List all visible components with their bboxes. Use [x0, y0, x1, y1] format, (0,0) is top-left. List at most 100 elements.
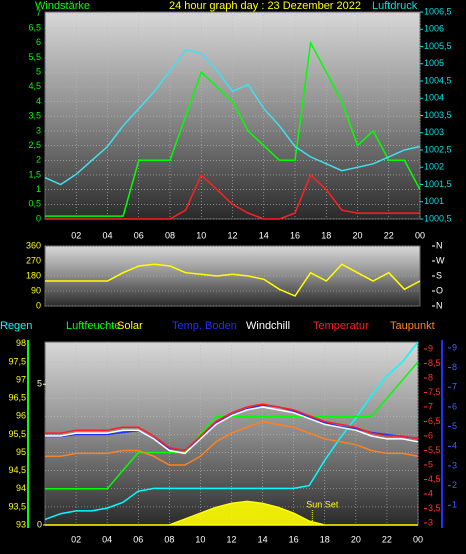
y-tick-label: 0,5	[28, 199, 41, 209]
y-tick-label: 360	[26, 240, 41, 250]
y2-tick-label: 4,5	[428, 474, 441, 484]
line	[45, 403, 419, 452]
y3-tick-label: 7	[452, 382, 457, 392]
line	[44, 49, 421, 186]
y-tick-label: 0	[36, 213, 41, 223]
legend-label: Solar	[117, 320, 143, 332]
y-tick-label: 96	[16, 411, 26, 421]
line	[45, 263, 421, 297]
x-tick-label: 16	[290, 230, 300, 240]
y3-tick-label: 1	[452, 500, 457, 510]
y3-tick-label: 3	[452, 460, 457, 470]
y2-tick-label: 1005	[424, 58, 444, 68]
x-tick-label: 06	[133, 534, 143, 544]
y2-tick-label: 3,5	[428, 503, 441, 513]
line	[45, 406, 419, 455]
y-tick-label: 7	[36, 8, 41, 18]
y2-tick-label: 6	[428, 430, 433, 440]
x-tick-label: 22	[382, 534, 392, 544]
y2-tick-label: 5	[428, 459, 433, 469]
y-tick-label: 3,5	[28, 111, 41, 121]
y2-tick-label: 3	[428, 517, 433, 527]
x-tick-label: 18	[321, 230, 331, 240]
y2-tick-label: 1002	[424, 162, 444, 172]
legend-label: Temperatur	[313, 320, 369, 332]
chart-title: 24 hour graph day : 23 Dezember 2022	[169, 0, 361, 12]
y2-tick-label: 1006	[424, 24, 444, 34]
y-tick-label: 4,5	[28, 81, 41, 91]
line	[44, 341, 419, 521]
y-tick-label: 97,5	[8, 356, 26, 366]
legend-label: Windchill	[246, 320, 290, 332]
y2-tick-label: W	[436, 255, 445, 265]
y-tick-label: 1	[36, 184, 41, 194]
y-tick-label: 94,5	[8, 465, 26, 475]
x-tick-label: 00	[415, 230, 425, 240]
x-tick-label: 04	[102, 230, 112, 240]
x-tick-label: 12	[226, 534, 236, 544]
x-tick-label: 08	[165, 230, 175, 240]
y-tick-label: 2,5	[28, 140, 41, 150]
x-tick-label: 06	[134, 230, 144, 240]
y-tick-label: 5,5	[28, 52, 41, 62]
plot-area	[44, 11, 421, 220]
y-tick-label: 1,5	[28, 169, 41, 179]
y4-tick-label: 0	[37, 519, 42, 529]
x-tick-label: 20	[351, 534, 361, 544]
y-axis-title: Windstärke	[35, 0, 90, 12]
x-tick-label: 14	[258, 534, 268, 544]
y2-tick-label: 9	[428, 343, 433, 353]
y2-tick-label: 1004	[424, 93, 444, 103]
y2-tick-label: 6,5	[428, 416, 441, 426]
legend-label: Regen	[0, 320, 32, 332]
y-tick-label: 93	[16, 519, 26, 529]
y3-tick-label: 9	[452, 342, 457, 352]
legend-label: Temp. Boden	[172, 320, 237, 332]
x-tick-label: 02	[71, 230, 81, 240]
y-tick-label: 3	[36, 125, 41, 135]
x-tick-label: 04	[102, 534, 112, 544]
y3-tick-label: 2	[452, 480, 457, 490]
y2-tick-label: 1002,5	[424, 144, 452, 154]
line	[45, 173, 420, 220]
y2-tick-label: N	[436, 300, 443, 310]
y2-tick-label: 1001,5	[424, 179, 452, 189]
y2-tick-label: 1006,5	[424, 6, 452, 16]
y2-tick-label: 8,5	[428, 358, 441, 368]
x-tick-label: 18	[320, 534, 330, 544]
annotation: Sun Set	[306, 499, 339, 509]
y-tick-label: 93,5	[8, 501, 26, 511]
x-tick-label: 12	[227, 230, 237, 240]
y2-tick-label: 4	[428, 488, 433, 498]
area	[45, 500, 418, 526]
y2-tick-label: 1005,5	[424, 41, 452, 51]
line	[45, 40, 421, 217]
line	[45, 404, 419, 451]
y2-tick-label: 7,5	[428, 387, 441, 397]
y-tick-label: 95	[16, 447, 26, 457]
x-tick-label: 22	[384, 230, 394, 240]
y2-tick-label: 7	[428, 401, 433, 411]
y2-tick-label: N	[436, 240, 443, 250]
x-tick-label: 08	[164, 534, 174, 544]
y-tick-label: 270	[26, 255, 41, 265]
y-tick-label: 90	[31, 285, 41, 295]
y2-tick-label: 5,5	[428, 445, 441, 455]
y2-tick-label: 1003,5	[424, 110, 452, 120]
y3-tick-label: 8	[452, 362, 457, 372]
y3-tick-label: 4	[452, 441, 457, 451]
line	[45, 420, 419, 466]
y2-axis-title: Luftdruck	[372, 0, 418, 12]
y2-tick-label: 1004,5	[424, 75, 452, 85]
y-tick-label: 5	[36, 67, 41, 77]
y3-tick-label: 5	[452, 421, 457, 431]
y-tick-label: 0	[36, 300, 41, 310]
x-tick-label: 02	[71, 534, 81, 544]
y-tick-label: 95,5	[8, 429, 26, 439]
y-tick-label: 98	[16, 338, 26, 348]
x-tick-label: 14	[259, 230, 269, 240]
x-tick-label: 16	[289, 534, 299, 544]
y-tick-label: 97	[16, 374, 26, 384]
legend-label: Luftfeuchte	[66, 320, 120, 332]
